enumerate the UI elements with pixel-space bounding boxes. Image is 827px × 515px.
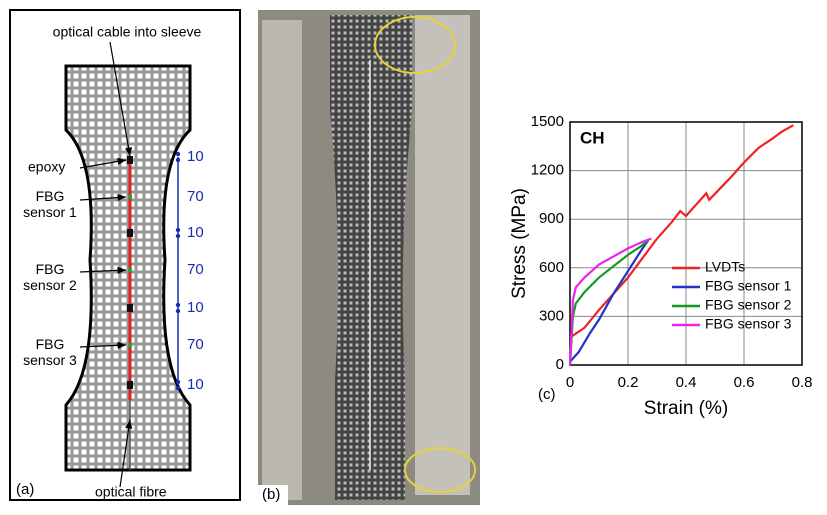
x-tick-label: 0.6	[734, 374, 755, 391]
dimension-dots	[175, 151, 181, 391]
dimension: 70	[187, 261, 204, 278]
y-tick-label: 1200	[531, 162, 564, 179]
photo-plate	[262, 20, 302, 500]
dimension: 10	[187, 376, 204, 393]
dimension: 70	[187, 336, 204, 353]
photo-specimen	[330, 15, 412, 500]
x-tick-label: 0.8	[792, 374, 813, 391]
y-tick-label: 600	[539, 259, 564, 276]
dimension: 10	[187, 299, 204, 316]
fbg-marks	[128, 195, 132, 347]
legend-label: FBG sensor 3	[705, 316, 792, 332]
x-tick-label: 0.4	[676, 374, 697, 391]
panel-b: (b)	[258, 10, 480, 505]
y-tick-label: 0	[556, 356, 564, 373]
series-line	[568, 239, 650, 366]
y-tick-label: 300	[539, 307, 564, 324]
dimension: 10	[187, 224, 204, 241]
sensor-line: FBG	[36, 188, 65, 204]
plot-frame	[569, 121, 803, 366]
x-tick-label: 0.2	[618, 374, 639, 391]
sensor-line: FBG	[36, 261, 65, 277]
legend-label: FBG sensor 1	[705, 278, 792, 294]
panel-label: (c)	[538, 386, 556, 403]
panel-label: (a)	[16, 481, 34, 498]
series-line	[568, 237, 652, 366]
sensor-line: sensor 2	[23, 277, 77, 293]
y-axis-label: Stress (MPa)	[509, 188, 530, 299]
y-tick-label: 1500	[531, 113, 564, 130]
sensor-line: sensor 3	[23, 352, 77, 368]
sensor-line: FBG	[36, 336, 65, 352]
photo-plate	[415, 15, 470, 495]
panel-a: optical cable into sleeve epoxy FBG senso…	[9, 9, 241, 501]
y-tick-label: 900	[539, 210, 564, 227]
sensor-label: FBG sensor 2	[23, 261, 77, 293]
epoxy-label: epoxy	[28, 159, 65, 175]
sensor-line: sensor 1	[23, 204, 77, 220]
fibre-label: optical fibre	[95, 484, 167, 500]
x-axis-label: Strain (%)	[644, 398, 728, 419]
panel-c: 0 300 600 900 1200 1500 0 0.2 0.4 0.6 0.8 CH Strain …	[509, 113, 812, 419]
cable-label: optical cable into sleeve	[53, 24, 202, 40]
sensor-label: FBG sensor 1	[23, 188, 77, 220]
label-box	[258, 485, 288, 505]
dimension: 70	[187, 188, 204, 205]
legend-label: LVDTs	[705, 259, 745, 275]
photo-cable	[404, 447, 476, 493]
legend-label: FBG sensor 2	[705, 297, 792, 313]
dimension: 10	[187, 148, 204, 165]
annotation: CH	[580, 128, 605, 147]
sensor-label: FBG sensor 3	[23, 336, 77, 368]
photo-cable	[374, 16, 456, 74]
series-line	[569, 239, 650, 363]
epoxy-marks	[127, 156, 133, 389]
panel-label: (b)	[262, 486, 280, 503]
x-tick-label: 0	[566, 374, 574, 391]
arrows	[79, 41, 133, 488]
